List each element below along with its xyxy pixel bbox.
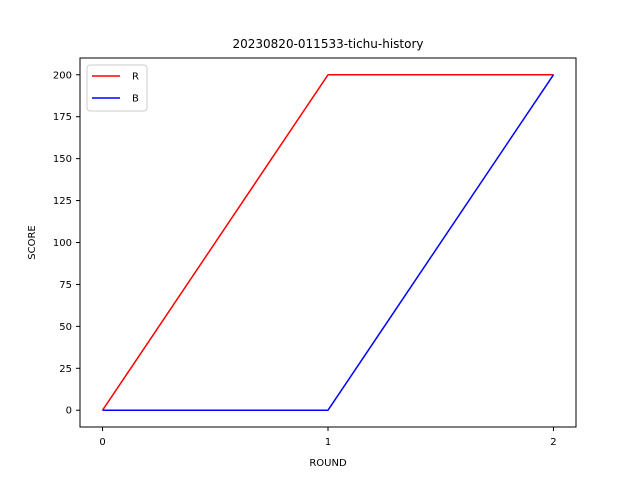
series-layer [101,74,555,411]
x-axis-title: ROUND [309,458,347,469]
x-tick-label: 1 [325,437,331,448]
y-axis: 0 25 50 75 100 125 150 175 200 [53,70,80,417]
y-tick-label: 175 [53,112,72,123]
y-tick-label: 50 [59,322,72,333]
x-tick-label: 2 [550,437,556,448]
x-axis: 0 1 2 [99,427,557,448]
legend-label: B [132,94,139,105]
plot-area-frame [79,57,577,428]
y-tick-label: 150 [53,154,72,165]
y-tick-label: 200 [53,70,72,81]
y-tick-label: 25 [59,364,72,375]
y-tick-label: 125 [53,196,72,207]
x-tick-label: 0 [99,437,105,448]
legend: RB [86,64,148,112]
y-tick-label: 75 [59,280,72,291]
legend-label: R [132,72,139,83]
y-tick-label: 0 [66,406,72,417]
y-tick-label: 100 [53,238,72,249]
chart-title: 20230820-011533-tichu-history [233,37,424,51]
series-line-r [101,74,554,411]
y-axis-title: SCORE [27,225,38,259]
series-line-b [102,74,555,411]
